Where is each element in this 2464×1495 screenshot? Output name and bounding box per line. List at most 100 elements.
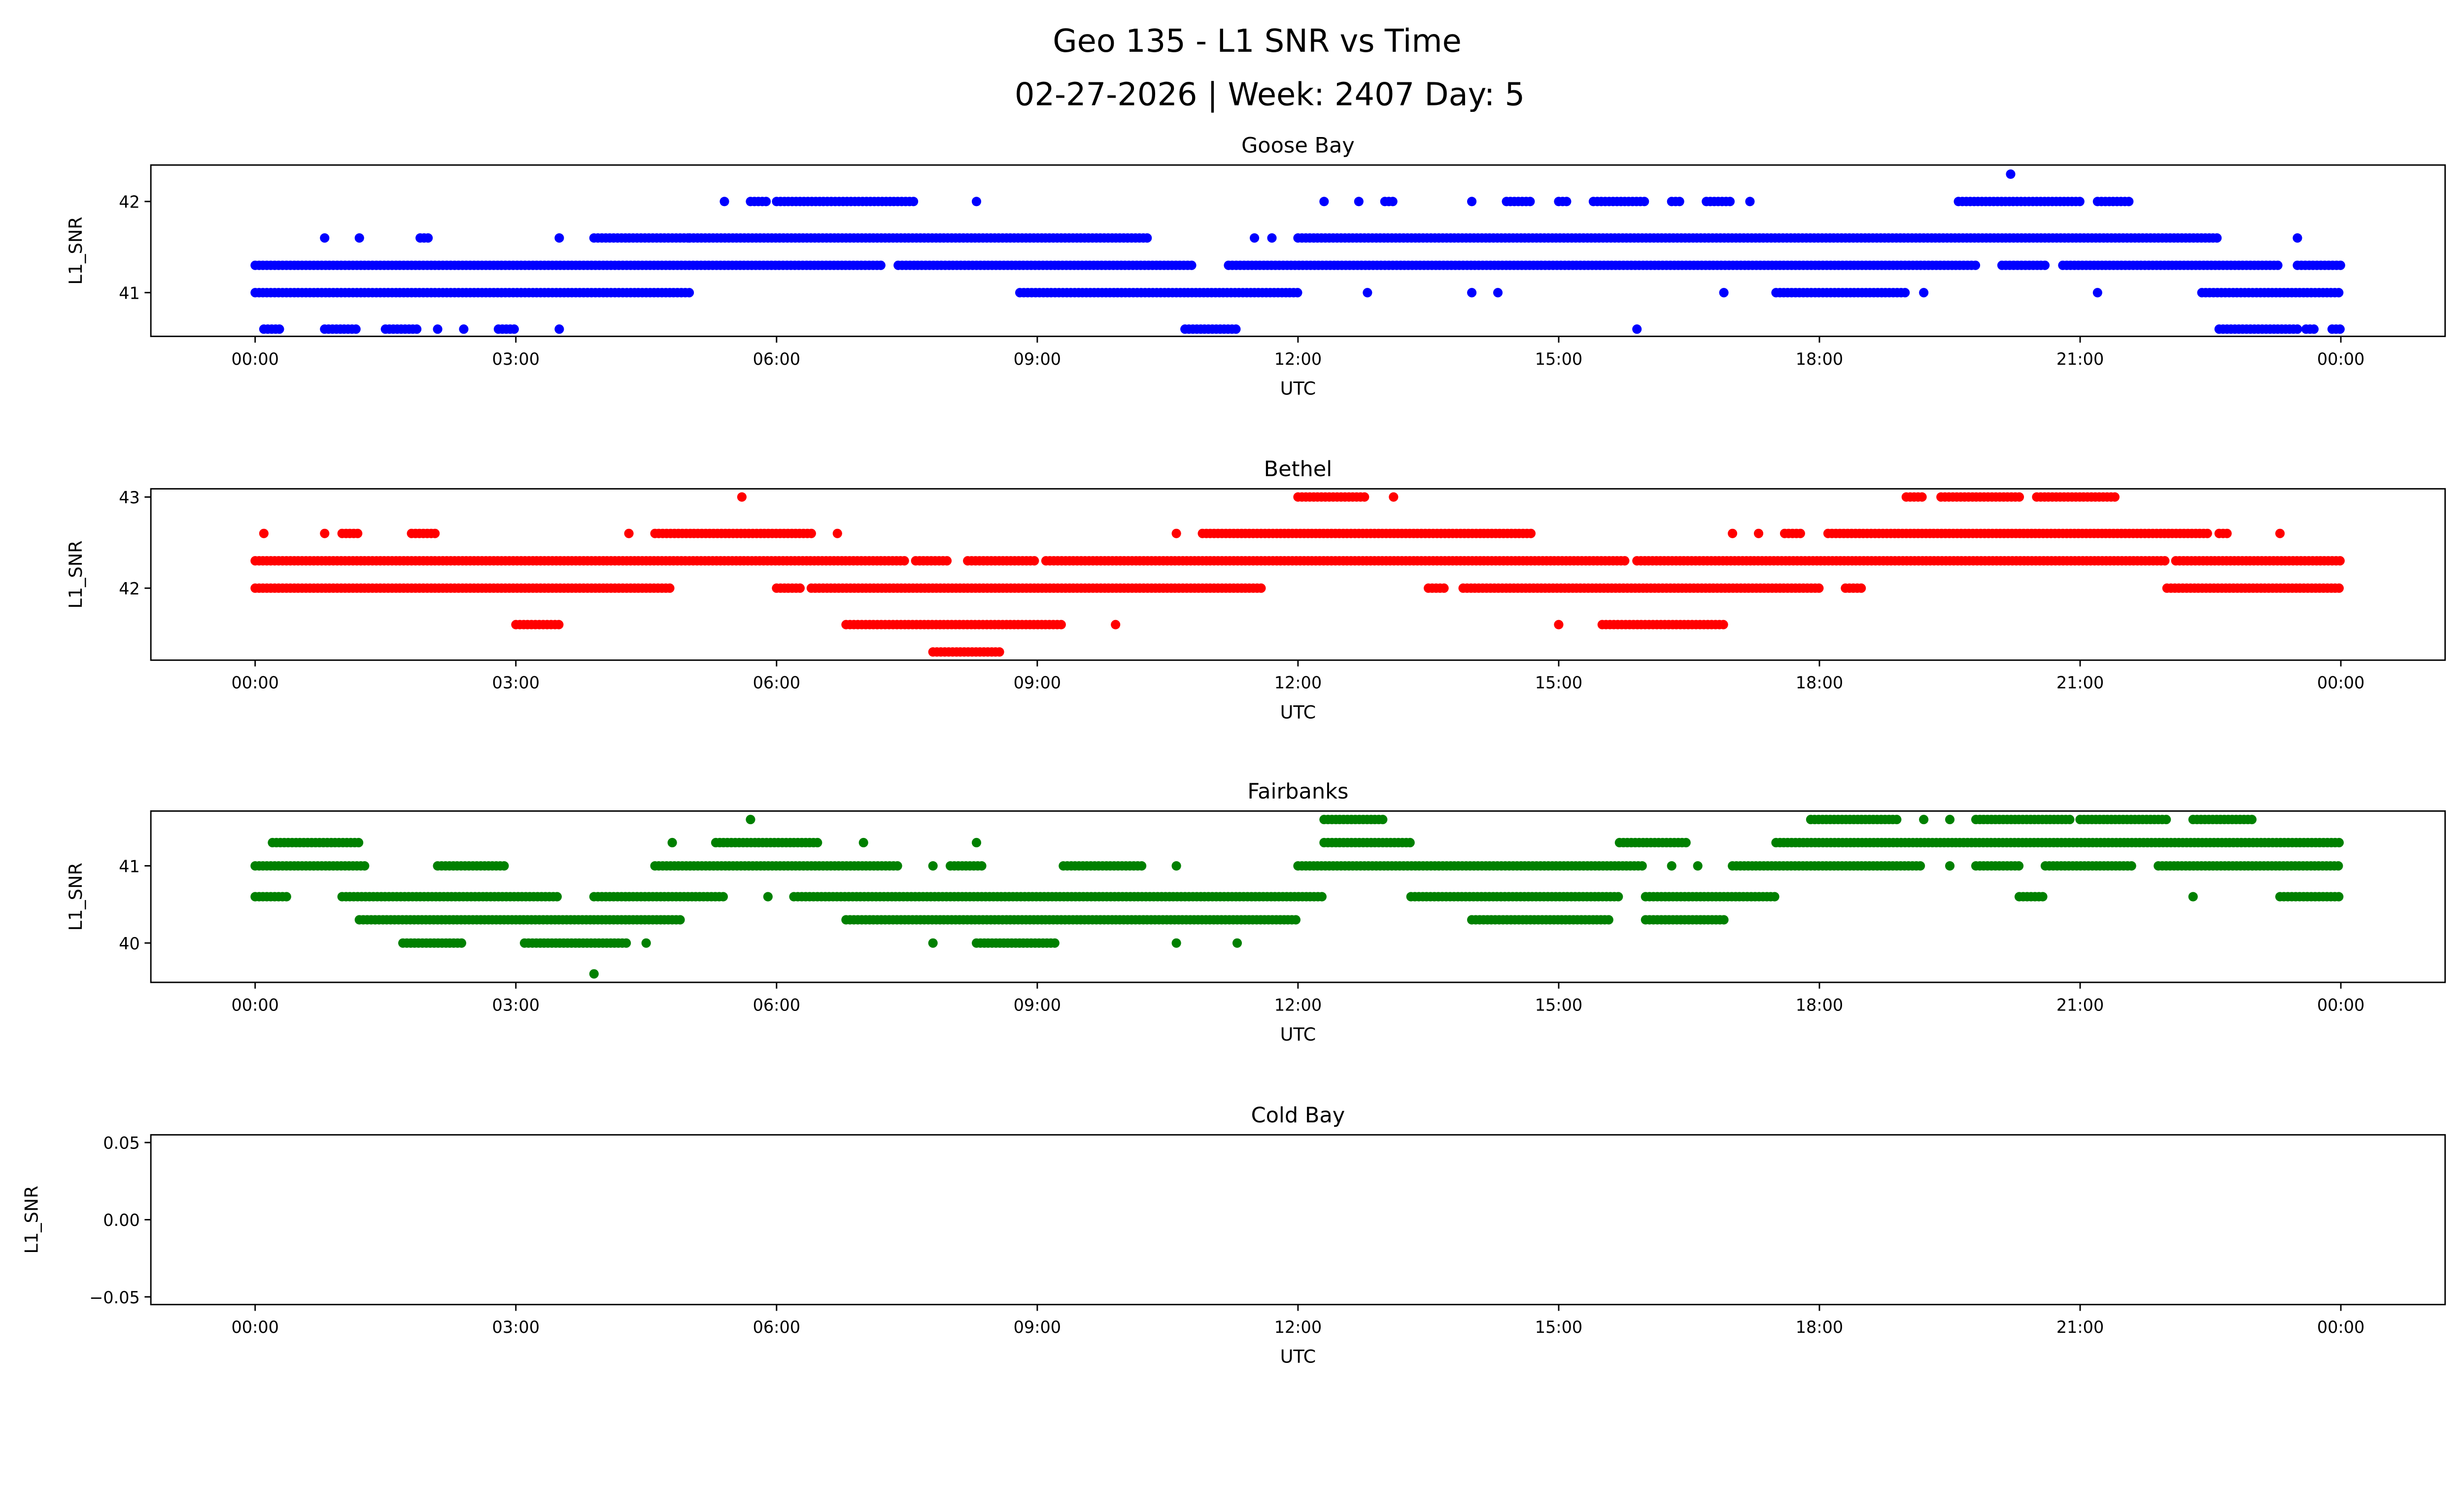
data-point — [353, 528, 363, 538]
data-point — [354, 837, 364, 848]
y-axis-label: L1_SNR — [21, 1185, 42, 1253]
data-point — [1971, 260, 1981, 270]
data-point — [2309, 324, 2319, 334]
data-point — [2222, 528, 2232, 538]
data-point — [1718, 620, 1728, 629]
x-axis-label: UTC — [1280, 701, 1316, 723]
x-tick-label: 00:00 — [232, 995, 279, 1014]
x-tick-label: 00:00 — [2317, 1318, 2364, 1337]
data-point — [1525, 197, 1535, 207]
x-tick-label: 18:00 — [1796, 349, 1843, 369]
data-point — [2006, 169, 2016, 179]
x-tick-label: 00:00 — [2317, 349, 2364, 369]
data-point — [737, 492, 747, 502]
data-point — [2014, 492, 2024, 502]
data-point — [1111, 620, 1121, 629]
data-point — [1363, 288, 1372, 298]
y-tick-label: 43 — [119, 488, 140, 507]
data-point — [1604, 915, 1613, 925]
y-tick-label: 41 — [119, 283, 140, 303]
x-tick-label: 15:00 — [1535, 995, 1582, 1014]
x-tick-label: 00:00 — [2317, 673, 2364, 693]
x-tick-label: 09:00 — [1014, 995, 1061, 1014]
x-tick-label: 00:00 — [232, 1318, 279, 1337]
data-point — [2160, 556, 2170, 566]
data-point — [971, 837, 982, 848]
data-point — [1681, 837, 1691, 848]
data-point — [433, 324, 443, 334]
figure: Geo 135 - L1 SNR vs Time 02-27-2026 | We… — [21, 23, 2446, 1367]
y-tick-label: 41 — [119, 857, 140, 876]
data-point — [1405, 837, 1415, 848]
data-point — [1291, 915, 1301, 925]
subplot-cold-bay: Cold Bay 00:00 03:00 06:00 09:00 12:00 15:00 18… — [21, 1103, 2446, 1367]
data-point — [2188, 892, 2198, 902]
y-tick-label: 0.05 — [103, 1134, 140, 1153]
data-point — [412, 324, 422, 334]
x-tick-label: 09:00 — [1014, 673, 1061, 693]
x-tick-label: 03:00 — [492, 995, 540, 1014]
data-point — [977, 861, 987, 871]
data-point — [621, 938, 631, 948]
x-tick-label: 15:00 — [1535, 1318, 1582, 1337]
data-point — [430, 528, 440, 538]
data-point — [719, 197, 729, 207]
data-point — [1693, 861, 1703, 871]
x-tick-label: 18:00 — [1796, 1318, 1843, 1337]
data-point — [1562, 197, 1572, 207]
subplot-title: Cold Bay — [1251, 1103, 1345, 1128]
data-point — [1719, 915, 1729, 925]
data-point — [942, 556, 952, 566]
data-point — [320, 528, 330, 538]
data-point — [456, 938, 467, 948]
figure-title-line1: Geo 135 - L1 SNR vs Time — [1053, 23, 1462, 60]
data-point — [1675, 197, 1684, 207]
data-point — [1856, 583, 1866, 593]
data-point — [624, 528, 634, 538]
y-tick-label: 0.00 — [103, 1211, 140, 1230]
data-point — [2335, 556, 2345, 566]
data-point — [1050, 938, 1060, 948]
y-axis-label: L1_SNR — [65, 863, 86, 931]
data-point — [589, 969, 599, 979]
data-point — [1917, 492, 1927, 502]
data-point — [1232, 938, 1242, 948]
data-point — [909, 197, 919, 207]
data-point — [813, 837, 822, 848]
data-point — [1360, 492, 1369, 502]
data-point — [746, 815, 755, 825]
x-tick-label: 03:00 — [492, 349, 540, 369]
x-tick-label: 21:00 — [2056, 1318, 2104, 1337]
data-point — [1250, 233, 1260, 243]
data-point — [1900, 288, 1910, 298]
data-point — [1728, 528, 1738, 538]
data-point — [1640, 197, 1649, 207]
data-point — [665, 583, 675, 593]
x-tick-label: 15:00 — [1535, 673, 1582, 693]
x-tick-label: 06:00 — [753, 673, 800, 693]
x-tick-label: 15:00 — [1535, 349, 1582, 369]
data-point — [1056, 620, 1066, 629]
data-point — [2202, 528, 2212, 538]
x-tick-label: 00:00 — [232, 673, 279, 693]
subplot-title: Fairbanks — [1247, 779, 1348, 804]
data-point — [832, 528, 842, 538]
data-point — [1719, 288, 1729, 298]
scatter-points — [250, 492, 2345, 657]
data-point — [1388, 197, 1398, 207]
data-point — [554, 620, 564, 629]
data-point — [1029, 556, 1039, 566]
subplot-goose-bay: Goose Bay 00:00 03:00 06:00 09:00 12:00 15:00 1… — [65, 133, 2446, 399]
y-tick-label: −0.05 — [89, 1288, 140, 1307]
data-point — [2040, 260, 2050, 270]
data-point — [795, 583, 805, 593]
data-point — [994, 647, 1004, 657]
data-point — [2335, 260, 2345, 270]
y-axis-label: L1_SNR — [65, 216, 86, 284]
x-tick-label: 00:00 — [2317, 995, 2364, 1014]
data-point — [1919, 815, 1929, 825]
data-point — [2110, 492, 2120, 502]
axes-frame — [150, 1134, 2446, 1306]
figure-title-line2: 02-27-2026 | Week: 2407 Day: 5 — [1015, 77, 1525, 113]
data-point — [1945, 815, 1955, 825]
